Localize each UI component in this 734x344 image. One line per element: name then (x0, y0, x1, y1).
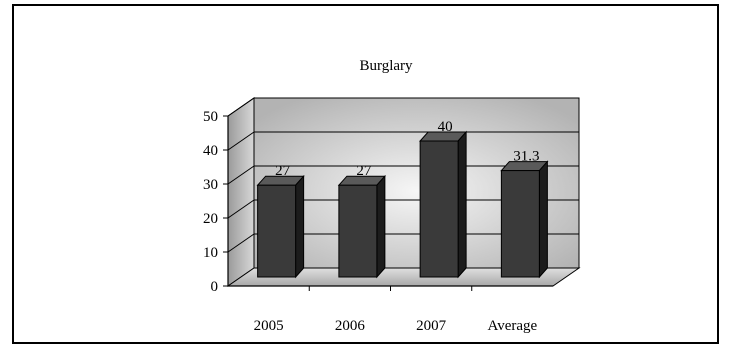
y-tick-label: 50 (203, 109, 218, 125)
bar-side (295, 174, 305, 279)
bar (338, 184, 378, 278)
side-wall (227, 97, 255, 287)
bar (419, 140, 459, 278)
bar-side (457, 130, 467, 279)
x-tick-label: 2007 (416, 318, 447, 334)
bar-side (376, 174, 386, 279)
data-label: 31.3 (513, 149, 539, 165)
x-tick-label: 2005 (254, 318, 284, 334)
plot-area: 0 10 20 30 40 50 27 2005 27 2006 40 2007 31.3 Average (203, 97, 581, 334)
gridline-side (227, 97, 255, 117)
data-label: 27 (275, 163, 291, 179)
data-label: 40 (438, 119, 453, 135)
bar-side (538, 160, 548, 279)
x-tick-label: 2006 (335, 318, 366, 334)
y-tick-label: 30 (203, 177, 218, 193)
gridline-side (227, 233, 255, 253)
bar (500, 170, 540, 278)
y-tick-label: 20 (203, 211, 218, 227)
burglary-bar-chart: Burglary 0 10 20 30 40 50 27 2005 27 2006 40 2007 31… (203, 58, 581, 334)
x-tick-label: Average (488, 318, 538, 334)
y-tick-label: 0 (211, 279, 219, 295)
gridline-side (227, 131, 255, 151)
bar (257, 184, 297, 278)
y-tick-label: 40 (203, 143, 218, 159)
data-label: 27 (356, 163, 372, 179)
y-tick-label: 10 (203, 245, 218, 261)
gridline-side (227, 199, 255, 219)
gridline-side (227, 165, 255, 185)
chart-title: Burglary (359, 58, 413, 74)
